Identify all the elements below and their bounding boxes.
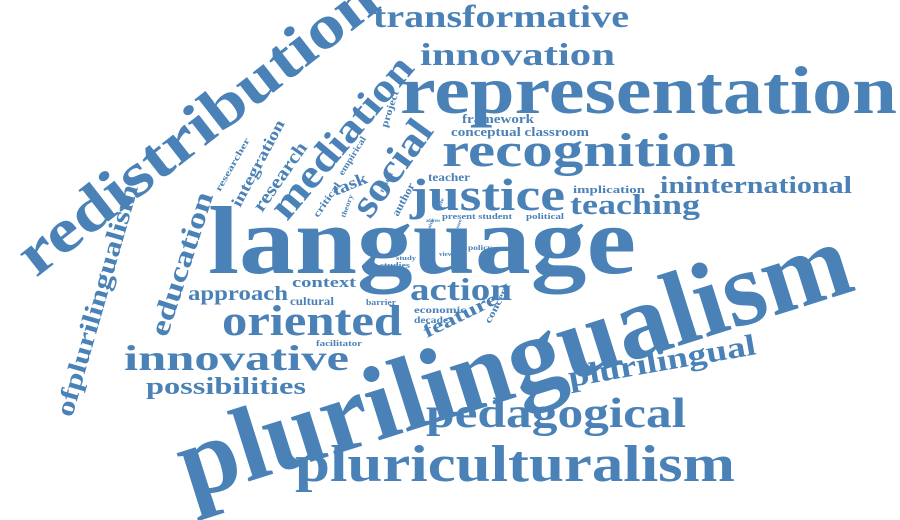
word-implication: implication [573, 184, 645, 196]
word-action: action [410, 271, 512, 307]
word-political: political [526, 212, 565, 221]
word-barrier: barrier [366, 298, 397, 307]
word-representation: representation [400, 52, 897, 128]
word-transformative: transformative [373, 0, 629, 34]
word-issue: issue [454, 218, 464, 234]
word-innovation: innovation [420, 36, 615, 72]
word-teaching: teaching [570, 190, 700, 221]
word-context: context [292, 275, 356, 291]
word-teacher: teacher [428, 170, 471, 184]
word-justice: justice [409, 170, 565, 220]
word-cultural: cultural [290, 294, 335, 308]
word-address: address [426, 219, 440, 224]
word-study: study [396, 256, 416, 262]
word-role: role [437, 197, 446, 211]
word-aim: aim [427, 218, 436, 230]
word-possibilities: possibilities [146, 374, 306, 400]
word-present-student: present student [442, 212, 512, 221]
word-framework: framework [462, 111, 535, 126]
word-ininternational: ininternational [660, 173, 852, 199]
word-language: language [208, 187, 636, 294]
word-studies: studies [380, 261, 410, 270]
word-recognition: recognition [442, 124, 736, 177]
word-view: view [439, 252, 454, 258]
word-approach: approach [188, 283, 288, 305]
word-oriented: oriented [222, 298, 402, 345]
word-conceptual-classroom: conceptual classroom [451, 124, 589, 139]
word-innovative: innovative [124, 338, 349, 378]
word-economic: economic [414, 305, 466, 315]
word-decade: decade [414, 315, 448, 325]
word-facilitator: facilitator [316, 339, 363, 348]
word-pluriculturalism: pluriculturalism [295, 436, 735, 493]
word-policy: policy [468, 244, 493, 252]
word-pedagogical: pedagogical [426, 391, 686, 437]
